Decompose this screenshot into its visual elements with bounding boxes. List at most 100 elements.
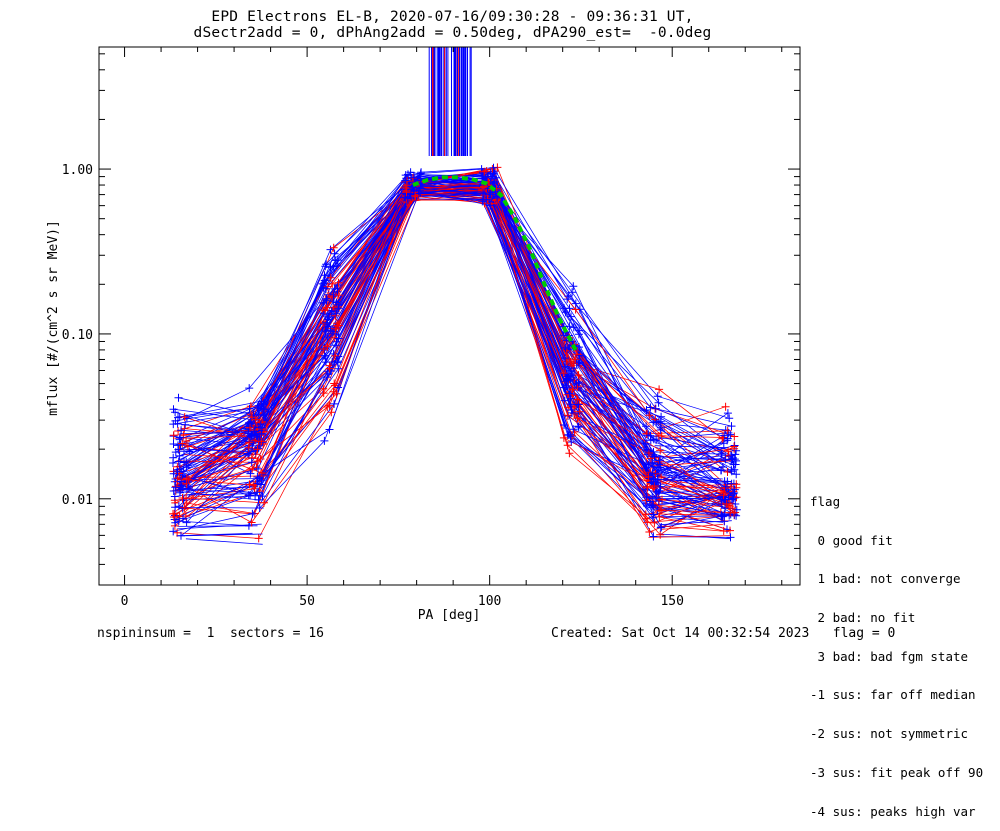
flux-data-point <box>183 442 192 451</box>
flux-data-point <box>332 341 341 350</box>
flux-data-point <box>479 195 488 204</box>
flux-data-point <box>646 497 655 506</box>
flux-data-point <box>650 452 659 461</box>
flux-data-point <box>573 350 581 359</box>
flux-data-point <box>172 482 180 491</box>
flux-data-point <box>486 172 495 181</box>
flux-data-point <box>322 284 330 293</box>
flux-data-point <box>329 262 338 271</box>
flux-data-point <box>254 437 263 446</box>
chart-title-line2: dSectr2add = 0, dPhAng2add = 0.50deg, dP… <box>193 25 712 41</box>
flag-legend-item: -3 sus: fit peak off 90 <box>810 764 984 780</box>
flux-data-point <box>642 514 650 523</box>
flux-data-point <box>331 256 340 265</box>
flux-data-point <box>323 333 332 341</box>
flux-data-point <box>573 382 582 391</box>
flux-data-point <box>657 523 666 531</box>
flux-data-point <box>650 482 659 490</box>
flux-data-point <box>320 436 329 445</box>
flux-series-line <box>177 187 737 524</box>
flux-data-point <box>571 299 580 308</box>
flux-data-point <box>326 263 335 272</box>
flux-data-point <box>656 446 665 455</box>
axes-group: 0 50 100 150 0.01 0.10 1.00 <box>62 46 801 609</box>
flux-connector-line <box>176 532 253 537</box>
flux-data-point <box>489 163 498 172</box>
flux-data-point <box>657 431 666 440</box>
flux-data-point <box>642 429 651 438</box>
flux-data-point <box>258 423 266 432</box>
flux-data-point <box>171 483 180 492</box>
flux-series-line <box>185 174 735 490</box>
flux-data-point <box>717 466 726 475</box>
flux-data-point <box>324 310 333 319</box>
flux-data-point <box>254 495 263 504</box>
flux-connector-line <box>650 513 726 516</box>
flux-series-line <box>173 187 728 482</box>
flux-data-point <box>728 495 737 504</box>
footer-sector-info: nspininsum = 1 sectors = 16 <box>97 626 324 641</box>
flux-data-point <box>330 333 339 342</box>
flux-data-point <box>478 197 487 206</box>
flux-data-point <box>322 318 331 327</box>
flux-data-point <box>331 324 340 333</box>
flux-series-line <box>178 178 728 462</box>
flux-data-point <box>253 445 262 454</box>
flux-data-point <box>573 414 582 423</box>
flux-data-point <box>180 424 189 433</box>
flux-data-point <box>655 385 664 394</box>
flux-data-point <box>321 262 330 271</box>
flux-data-point <box>720 517 729 526</box>
flux-data-point <box>719 526 728 535</box>
flux-data-point <box>182 474 191 483</box>
flux-data-point <box>730 489 739 497</box>
flux-connector-line <box>184 454 258 460</box>
flux-data-point <box>178 439 187 448</box>
flux-data-point <box>566 358 575 367</box>
flux-data-point <box>731 460 740 469</box>
flux-data-point <box>575 326 584 335</box>
flux-data-point <box>720 510 729 519</box>
flux-data-point <box>258 470 267 479</box>
flux-connector-line <box>652 460 732 467</box>
flux-data-point <box>178 485 187 493</box>
flux-data-point <box>646 403 655 412</box>
flux-data-point <box>478 183 487 192</box>
flux-data-point <box>561 383 570 392</box>
flux-data-point <box>257 480 265 489</box>
flux-data-point <box>569 323 578 332</box>
flux-data-point <box>177 477 185 486</box>
flux-data-point <box>245 418 254 427</box>
flux-data-point <box>561 343 570 352</box>
flux-data-point <box>569 282 578 291</box>
flux-data-point <box>182 463 191 472</box>
y-axis-label: mflux [#/(cm^2 s sr MeV)] <box>46 220 61 416</box>
vertical-marker-group <box>428 47 472 157</box>
flux-data-point <box>319 298 328 307</box>
flux-data-point <box>559 433 568 442</box>
flux-data-point <box>563 411 572 420</box>
flux-data-point <box>730 485 739 494</box>
flux-data-point <box>721 455 730 464</box>
flux-data-point <box>175 433 184 442</box>
flux-data-point <box>575 407 584 416</box>
flux-data-point <box>320 276 329 285</box>
flux-data-point <box>171 518 180 527</box>
flux-data-point <box>717 450 726 459</box>
flux-data-point <box>725 414 734 423</box>
flux-data-point <box>657 412 666 421</box>
flux-data-point <box>730 465 739 474</box>
flux-data-point <box>327 408 336 417</box>
flux-data-point <box>245 384 254 393</box>
flux-data-point <box>732 470 741 479</box>
flux-data-point <box>650 518 659 527</box>
flux-data-point <box>325 364 334 373</box>
flux-data-point <box>402 178 411 187</box>
flux-data-point <box>175 469 184 478</box>
flux-data-point <box>326 273 335 282</box>
flag-legend-item: 1 bad: not converge <box>810 571 961 587</box>
flux-data-point <box>730 432 739 441</box>
flux-data-point <box>330 399 339 408</box>
flux-data-point <box>171 503 180 512</box>
flux-data-point <box>575 343 583 352</box>
